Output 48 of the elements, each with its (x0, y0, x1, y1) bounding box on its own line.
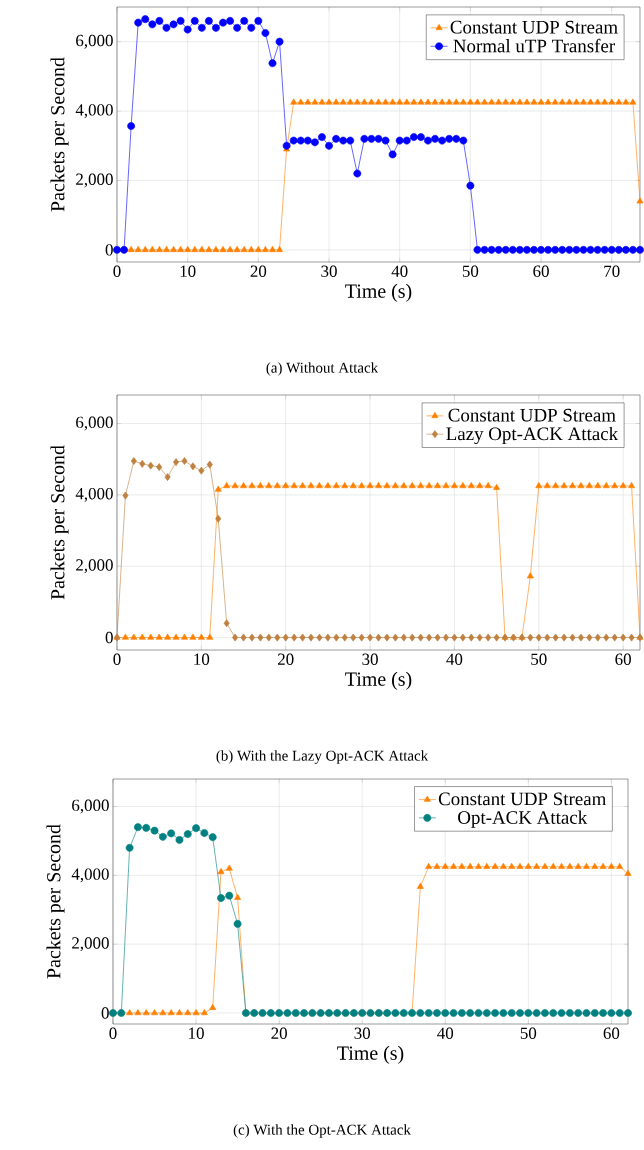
text: (b) With the Lazy Opt-ACK Attack (216, 750, 429, 764)
x-tick-label: 60 (603, 1027, 620, 1039)
y-axis-title: Packets per Second (50, 445, 69, 600)
legend-label: Constant UDP Stream (438, 792, 607, 806)
y-tick-label: 0 (105, 631, 113, 644)
legend-label: Opt-ACK Attack (458, 810, 588, 828)
y-tick-label: 2,000 (76, 559, 113, 574)
x-axis-title: Time (s) (345, 671, 412, 690)
x-tick-label: 50 (462, 265, 479, 277)
y-tick-label: 0 (105, 244, 113, 256)
x-tick-label: 50 (520, 1027, 537, 1039)
x-tick-label: 10 (194, 653, 210, 665)
legend-label: Lazy Opt-ACK Attack (446, 426, 619, 445)
x-tick-label: 70 (604, 265, 620, 277)
y-tick-label: 6,000 (72, 799, 109, 814)
x-tick-label: 60 (615, 653, 631, 665)
x-tick-label: 10 (180, 265, 196, 277)
x-tick-label: 30 (354, 1027, 371, 1039)
x-tick-label: 40 (437, 1027, 454, 1039)
y-axis-title: Packets per Second (50, 57, 69, 212)
y-tick-label: 0 (101, 1007, 109, 1019)
x-tick-label: 20 (250, 265, 267, 277)
x-tick-label: 20 (271, 1027, 287, 1039)
x-axis-title: Time (s) (337, 1045, 404, 1064)
x-tick-label: 30 (321, 265, 337, 277)
x-tick-label: 0 (113, 653, 121, 665)
text: (a) Without Attack (266, 362, 379, 376)
y-tick-label: 4,000 (71, 868, 109, 883)
legend-label: Constant UDP Stream (450, 20, 618, 34)
y-tick-label: 2,000 (72, 937, 109, 952)
x-tick-label: 30 (362, 653, 378, 665)
y-tick-label: 4,000 (75, 487, 113, 502)
x-tick-label: 50 (531, 653, 547, 665)
text: (c) With the Opt-ACK Attack (233, 1124, 411, 1138)
x-axis-title: Time (s) (345, 283, 412, 302)
x-tick-label: 60 (533, 265, 549, 277)
x-tick-label: 40 (391, 265, 408, 277)
y-axis-title: Packets per Second (46, 824, 65, 979)
x-tick-label: 20 (277, 653, 294, 665)
legend-label: Normal uTP Transfer (453, 38, 615, 53)
x-tick-label: 10 (189, 1027, 204, 1039)
y-tick-label: 6,000 (76, 416, 113, 431)
y-tick-label: 4,000 (75, 104, 113, 119)
y-tick-label: 2,000 (76, 173, 113, 188)
x-tick-label: 40 (446, 653, 463, 665)
y-tick-label: 6,000 (76, 34, 113, 49)
x-tick-label: 0 (113, 265, 121, 277)
legend-label: Constant UDP Stream (448, 408, 616, 422)
